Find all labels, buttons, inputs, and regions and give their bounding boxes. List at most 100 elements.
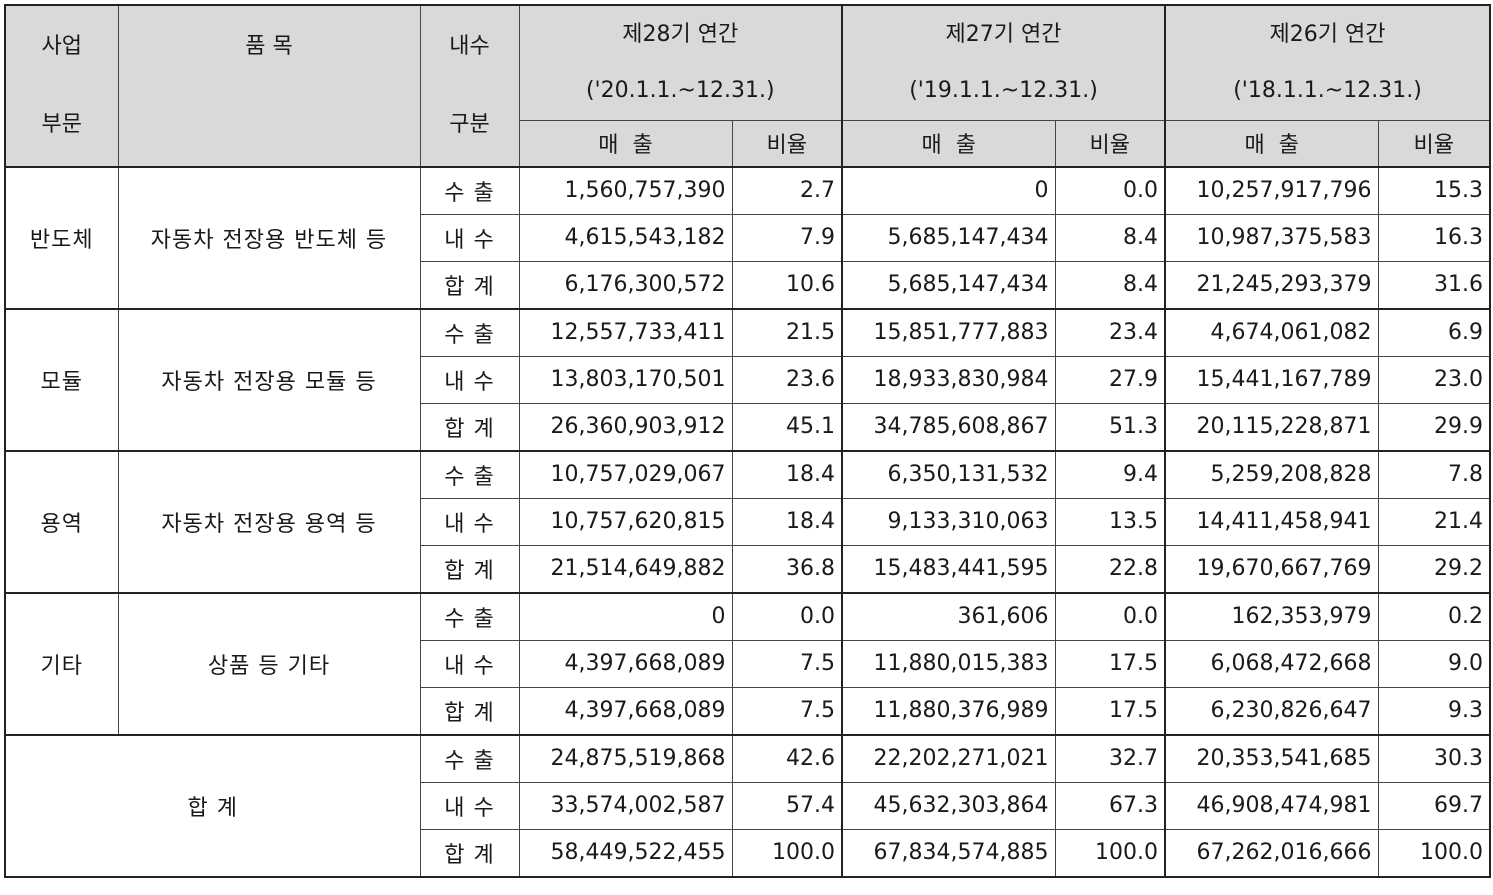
ratio-cell: 8.4 <box>1054 260 1166 309</box>
sales-cell: 6,176,300,572 <box>518 260 733 309</box>
item-cell: 자동차 전장용 모듈 등 <box>117 307 421 451</box>
ratio-cell: 0.0 <box>1054 165 1166 215</box>
sales-cell: 5,685,147,434 <box>841 260 1056 309</box>
ratio-cell: 2.7 <box>731 165 843 215</box>
segment-header-line1: 사업 <box>41 33 82 59</box>
table-row: 기타 상품 등 기타 수 출 0 0.0 361,606 0.0 162,353,979 0.2 <box>4 591 1491 735</box>
sales-cell: 34,785,608,867 <box>841 402 1056 451</box>
segment-cell: 용역 <box>4 449 119 593</box>
sales-cell: 20,115,228,871 <box>1164 402 1379 451</box>
sales-cell: 19,670,667,769 <box>1164 544 1379 593</box>
sales-header: 매 출 <box>841 120 1056 167</box>
sales-cell: 33,574,002,587 <box>518 781 733 830</box>
segment-cell: 반도체 <box>4 165 119 309</box>
sales-cell: 18,933,830,984 <box>841 355 1056 404</box>
ratio-cell: 9.0 <box>1377 639 1491 688</box>
sales-cell: 0 <box>841 165 1056 215</box>
ratio-cell: 0.0 <box>1054 591 1166 641</box>
period-header-26: 제26기 연간 ('18.1.1.~12.31.) <box>1164 4 1491 121</box>
ratio-cell: 22.8 <box>1054 544 1166 593</box>
ratio-cell: 6.9 <box>1377 307 1491 357</box>
sales-cell: 10,757,029,067 <box>518 449 733 499</box>
sales-header: 매 출 <box>518 120 733 167</box>
domestic-header-line1: 내수 <box>449 33 490 59</box>
ratio-header: 비율 <box>1377 120 1491 167</box>
period-header-27: 제27기 연간 ('19.1.1.~12.31.) <box>841 4 1166 121</box>
ratio-cell: 69.7 <box>1377 781 1491 830</box>
domestic-type-cell: 내 수 <box>419 213 520 262</box>
ratio-cell: 29.9 <box>1377 402 1491 451</box>
sales-cell: 67,834,574,885 <box>841 828 1056 877</box>
sales-cell: 6,350,131,532 <box>841 449 1056 499</box>
period-name: 제27기 연간 <box>945 22 1062 47</box>
domestic-type-cell: 수 출 <box>419 165 520 215</box>
sales-cell: 26,360,903,912 <box>518 402 733 451</box>
sales-cell: 4,674,061,082 <box>1164 307 1379 357</box>
ratio-cell: 18.4 <box>731 449 843 499</box>
grand-total-label: 합 계 <box>4 733 421 877</box>
sales-cell: 4,397,668,089 <box>518 639 733 688</box>
ratio-cell: 31.6 <box>1377 260 1491 309</box>
domestic-type-cell: 수 출 <box>419 591 520 641</box>
sales-cell: 13,803,170,501 <box>518 355 733 404</box>
ratio-cell: 57.4 <box>731 781 843 830</box>
item-cell: 자동차 전장용 반도체 등 <box>117 165 421 309</box>
ratio-cell: 15.3 <box>1377 165 1491 215</box>
period-name: 제28기 연간 <box>622 22 739 47</box>
sales-cell: 6,230,826,647 <box>1164 686 1379 735</box>
period-name: 제26기 연간 <box>1269 22 1386 47</box>
sales-by-segment-table: 사업 부문 품 목 내수 구분 제28기 연간 ('20.1.1.~12.31.… <box>4 4 1491 878</box>
domestic-type-cell: 수 출 <box>419 449 520 499</box>
ratio-cell: 7.9 <box>731 213 843 262</box>
ratio-cell: 21.4 <box>1377 497 1491 546</box>
sales-cell: 58,449,522,455 <box>518 828 733 877</box>
sales-cell: 10,987,375,583 <box>1164 213 1379 262</box>
ratio-cell: 29.2 <box>1377 544 1491 593</box>
sales-cell: 15,851,777,883 <box>841 307 1056 357</box>
ratio-cell: 0.0 <box>731 591 843 641</box>
table-row: 내 수 33,574,002,587 57.4 45,632,303,864 67.3 4… <box>5 781 1491 830</box>
period-header-28: 제28기 연간 ('20.1.1.~12.31.) <box>518 4 843 121</box>
ratio-cell: 18.4 <box>731 497 843 546</box>
ratio-cell: 32.7 <box>1054 733 1166 783</box>
segment-cell: 기타 <box>4 591 119 735</box>
ratio-cell: 9.4 <box>1054 449 1166 499</box>
ratio-cell: 9.3 <box>1377 686 1491 735</box>
sales-cell: 15,441,167,789 <box>1164 355 1379 404</box>
segment-header-line2: 부문 <box>41 111 82 137</box>
ratio-cell: 30.3 <box>1377 733 1491 783</box>
table-row: 내 수 4,397,668,089 7.5 11,880,015,383 17.5 6,0… <box>5 639 1491 688</box>
sales-cell: 11,880,015,383 <box>841 639 1056 688</box>
table-header: 사업 부문 품 목 내수 구분 제28기 연간 ('20.1.1.~12.31.… <box>4 4 1491 167</box>
item-cell: 자동차 전장용 용역 등 <box>117 449 421 593</box>
sales-cell: 67,262,016,666 <box>1164 828 1379 877</box>
domestic-type-cell: 내 수 <box>419 355 520 404</box>
sales-cell: 24,875,519,868 <box>518 733 733 783</box>
table-row: 내 수 13,803,170,501 23.6 18,933,830,984 27.9 1… <box>5 355 1491 404</box>
ratio-cell: 23.0 <box>1377 355 1491 404</box>
domestic-type-cell: 수 출 <box>419 307 520 357</box>
sales-cell: 46,908,474,981 <box>1164 781 1379 830</box>
sales-cell: 45,632,303,864 <box>841 781 1056 830</box>
domestic-type-cell: 합 계 <box>419 686 520 735</box>
ratio-cell: 42.6 <box>731 733 843 783</box>
period-range: ('19.1.1.~12.31.) <box>909 78 1098 103</box>
ratio-header: 비율 <box>731 120 843 167</box>
ratio-cell: 17.5 <box>1054 686 1166 735</box>
ratio-cell: 100.0 <box>1377 828 1491 877</box>
period-range: ('20.1.1.~12.31.) <box>585 78 775 103</box>
domestic-type-cell: 수 출 <box>419 733 520 783</box>
segment-header: 사업 부문 <box>4 4 119 167</box>
domestic-type-cell: 합 계 <box>419 402 520 451</box>
domestic-header: 내수 구분 <box>419 4 520 167</box>
table-row: 합 계 58,449,522,455 100.0 67,834,574,885 100.… <box>5 828 1491 877</box>
sales-cell: 11,880,376,989 <box>841 686 1056 735</box>
ratio-header: 비율 <box>1054 120 1166 167</box>
sales-cell: 15,483,441,595 <box>841 544 1056 593</box>
sales-cell: 22,202,271,021 <box>841 733 1056 783</box>
ratio-cell: 7.8 <box>1377 449 1491 499</box>
ratio-cell: 23.4 <box>1054 307 1166 357</box>
